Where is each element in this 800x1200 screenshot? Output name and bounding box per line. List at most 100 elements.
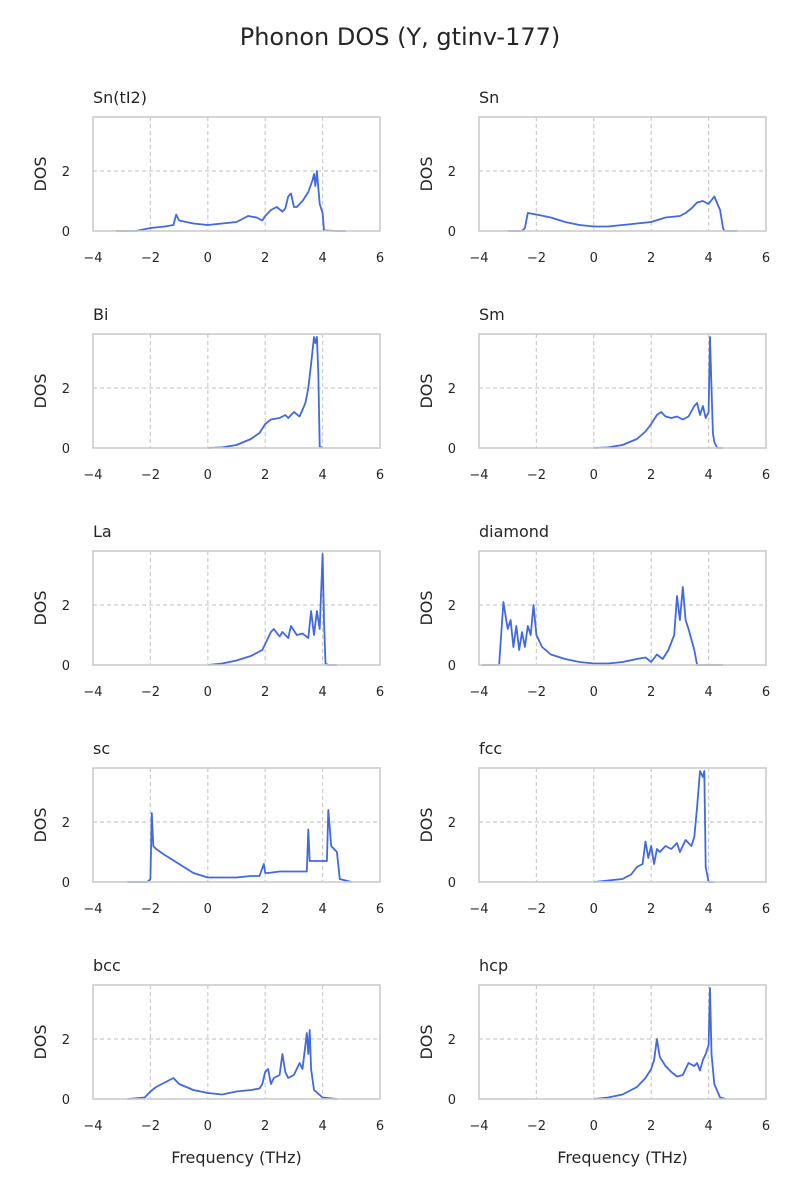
x-tick-label: 0 [590,902,598,917]
y-tick-label: 2 [62,816,70,831]
dos-series-line [593,336,723,449]
x-tick-label: −4 [469,902,488,917]
subplot-6: sc −4 −2 0 2 4 6 0 2 DOS [31,739,384,917]
x-tick-label: −2 [527,1119,546,1134]
x-tick-label: −4 [469,1119,488,1134]
x-tick-label: 4 [318,902,326,917]
x-tick-label: 6 [376,251,384,266]
x-tick-label: 2 [647,251,655,266]
y-tick-label: 0 [62,659,70,674]
subplot-grid: Sn(tI2) −4 −2 0 2 4 6 0 2 DOS Sn −4 −2 0 2 4 6 0 2 DOS Bi −4 −… [31,88,770,1167]
y-axis-label: DOS [417,590,436,625]
subplot-title: Sm [479,305,505,324]
y-tick-label: 2 [448,816,456,831]
dos-series-line [507,195,738,232]
x-tick-label: 0 [204,685,212,700]
x-tick-label: −4 [83,251,102,266]
x-tick-label: −4 [469,468,488,483]
y-axis-label: DOS [417,807,436,842]
y-tick-label: 2 [448,382,456,397]
subplot-title: bcc [93,956,121,975]
x-tick-label: −2 [527,251,546,266]
dos-series-line [116,170,346,232]
x-tick-label: 0 [590,468,598,483]
subplot-title: Sn [479,88,499,107]
x-tick-label: 6 [762,685,770,700]
x-tick-label: 4 [704,251,712,266]
x-tick-label: 6 [376,685,384,700]
dos-series-line [481,586,723,666]
plot-frame [92,984,381,1100]
plot-frame [92,333,381,449]
x-tick-label: 6 [376,902,384,917]
x-tick-label: 6 [376,468,384,483]
x-tick-label: 2 [647,902,655,917]
y-tick-label: 2 [448,165,456,180]
x-tick-label: 0 [590,1119,598,1134]
plot-frame [92,116,381,232]
x-tick-label: 2 [261,1119,269,1134]
x-tick-label: 0 [204,1119,212,1134]
dos-series-line [127,1029,337,1100]
x-tick-label: 6 [762,468,770,483]
x-tick-label: 4 [704,902,712,917]
x-tick-label: 0 [204,251,212,266]
dos-series-line [207,553,337,666]
plot-frame [478,550,767,666]
plot-frame [478,333,767,449]
x-tick-label: −4 [83,1119,102,1134]
x-tick-label: −2 [141,1119,160,1134]
x-tick-label: −4 [469,251,488,266]
y-tick-label: 2 [62,382,70,397]
x-tick-label: 6 [762,1119,770,1134]
x-tick-label: 2 [261,468,269,483]
x-tick-label: 4 [318,1119,326,1134]
y-tick-label: 2 [62,599,70,614]
x-tick-label: 0 [590,685,598,700]
subplot-0: Sn(tI2) −4 −2 0 2 4 6 0 2 DOS [31,88,384,266]
y-axis-label: DOS [417,373,436,408]
x-tick-label: −4 [83,902,102,917]
subplot-7: fcc −4 −2 0 2 4 6 0 2 DOS [417,739,770,917]
x-tick-label: 6 [376,1119,384,1134]
y-axis-label: DOS [31,156,50,191]
subplot-title: fcc [479,739,502,758]
y-axis-label: DOS [31,807,50,842]
y-tick-label: 0 [62,225,70,240]
x-tick-label: −4 [83,685,102,700]
x-axis-label: Frequency (THz) [557,1148,687,1167]
dos-series-line [127,809,352,883]
y-tick-label: 0 [448,442,456,457]
x-tick-label: 4 [704,1119,712,1134]
y-axis-label: DOS [417,156,436,191]
subplot-title: sc [93,739,110,758]
x-tick-label: −2 [527,902,546,917]
subplot-title: diamond [479,522,549,541]
x-tick-label: 4 [318,251,326,266]
x-tick-label: −2 [527,685,546,700]
x-tick-label: 2 [261,685,269,700]
dos-series-line [593,987,727,1100]
plot-frame [478,116,767,232]
y-tick-label: 2 [62,1033,70,1048]
x-tick-label: 0 [204,902,212,917]
plot-frame [478,984,767,1100]
y-tick-label: 2 [448,1033,456,1048]
x-tick-label: 0 [590,251,598,266]
subplot-title: La [93,522,112,541]
x-tick-label: −4 [469,685,488,700]
y-tick-label: 0 [448,659,456,674]
subplot-3: Sm −4 −2 0 2 4 6 0 2 DOS [417,305,770,483]
subplot-8: bcc −4 −2 0 2 4 6 0 2 DOS Frequency (THz) [31,956,384,1167]
x-tick-label: −2 [141,468,160,483]
x-tick-label: 4 [704,685,712,700]
x-tick-label: −2 [141,902,160,917]
y-tick-label: 0 [62,442,70,457]
x-tick-label: 2 [647,685,655,700]
y-tick-label: 2 [448,599,456,614]
y-axis-label: DOS [31,373,50,408]
subplot-title: Sn(tI2) [93,88,147,107]
dos-series-line [593,770,715,883]
y-axis-label: DOS [31,590,50,625]
